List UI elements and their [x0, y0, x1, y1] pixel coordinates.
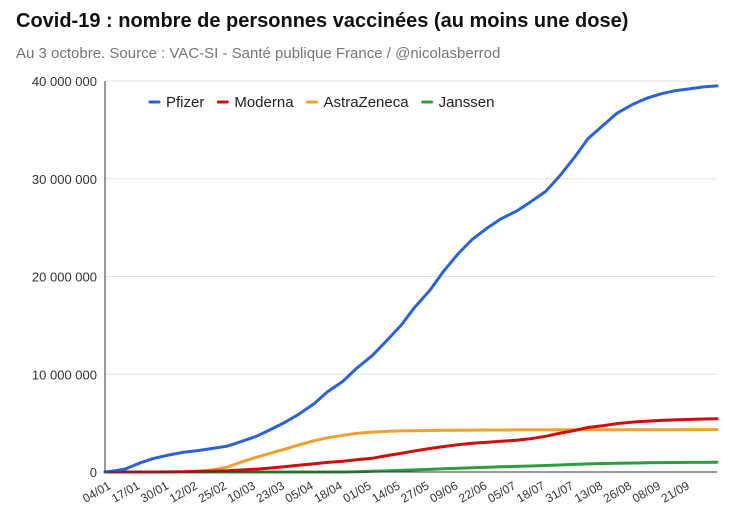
- x-tick-label: 18/04: [312, 478, 345, 505]
- x-tick-label: 10/03: [225, 478, 258, 505]
- x-tick-label: 21/09: [659, 478, 692, 505]
- x-tick-label: 08/09: [630, 478, 663, 505]
- legend-label: Janssen: [439, 94, 495, 111]
- x-tick-label: 13/08: [572, 478, 605, 505]
- x-tick-label: 17/01: [109, 478, 142, 505]
- legend-label: Moderna: [234, 94, 294, 111]
- x-tick-label: 05/07: [485, 478, 518, 505]
- x-tick-label: 30/01: [138, 478, 171, 505]
- legend-item-pfizer: Pfizer: [148, 94, 204, 111]
- x-tick-label: 26/08: [601, 478, 634, 505]
- legend-label: Pfizer: [166, 94, 204, 111]
- legend-item-astrazeneca: AstraZeneca: [306, 94, 410, 111]
- y-tick-label: 20 000 000: [32, 270, 97, 285]
- y-tick-label: 40 000 000: [32, 74, 97, 89]
- legend-item-janssen: Janssen: [421, 94, 495, 111]
- x-tick-label: 31/07: [543, 478, 576, 505]
- x-tick-label: 09/06: [427, 478, 460, 505]
- grid-layer: [105, 80, 717, 375]
- legend: Pfizer Moderna AstraZeneca Janssen: [148, 94, 495, 111]
- x-tick-label: 22/06: [456, 478, 489, 505]
- chart-subtitle: Au 3 octobre. Source : VAC-SI - Santé pu…: [16, 45, 501, 62]
- series-line-pfizer: [103, 84, 719, 474]
- x-tick-label: 23/03: [254, 478, 287, 505]
- y-tick-label: 30 000 000: [32, 172, 97, 187]
- x-tick-label: 01/05: [341, 478, 374, 505]
- x-tick-label: 18/07: [514, 478, 547, 505]
- legend-item-moderna: Moderna: [216, 94, 294, 111]
- x-tick-label: 12/02: [167, 478, 200, 505]
- x-tick-label: 14/05: [369, 478, 402, 505]
- legend-label: AstraZeneca: [324, 94, 410, 111]
- x-tick-label: 27/05: [398, 478, 431, 505]
- chart-title: Covid-19 : nombre de personnes vaccinées…: [16, 10, 629, 32]
- series-layer: [103, 84, 719, 474]
- y-tick-label: 10 000 000: [32, 367, 97, 382]
- series-line-moderna: [103, 417, 719, 474]
- x-tick-label: 04/01: [80, 478, 113, 505]
- x-tick-label: 05/04: [283, 478, 316, 505]
- y-tick-label: 0: [90, 465, 97, 480]
- x-tick-label: 25/02: [196, 478, 229, 505]
- axis-layer: 0 10 000 000 20 000 000 30 000 000 40 000 00…: [32, 74, 717, 506]
